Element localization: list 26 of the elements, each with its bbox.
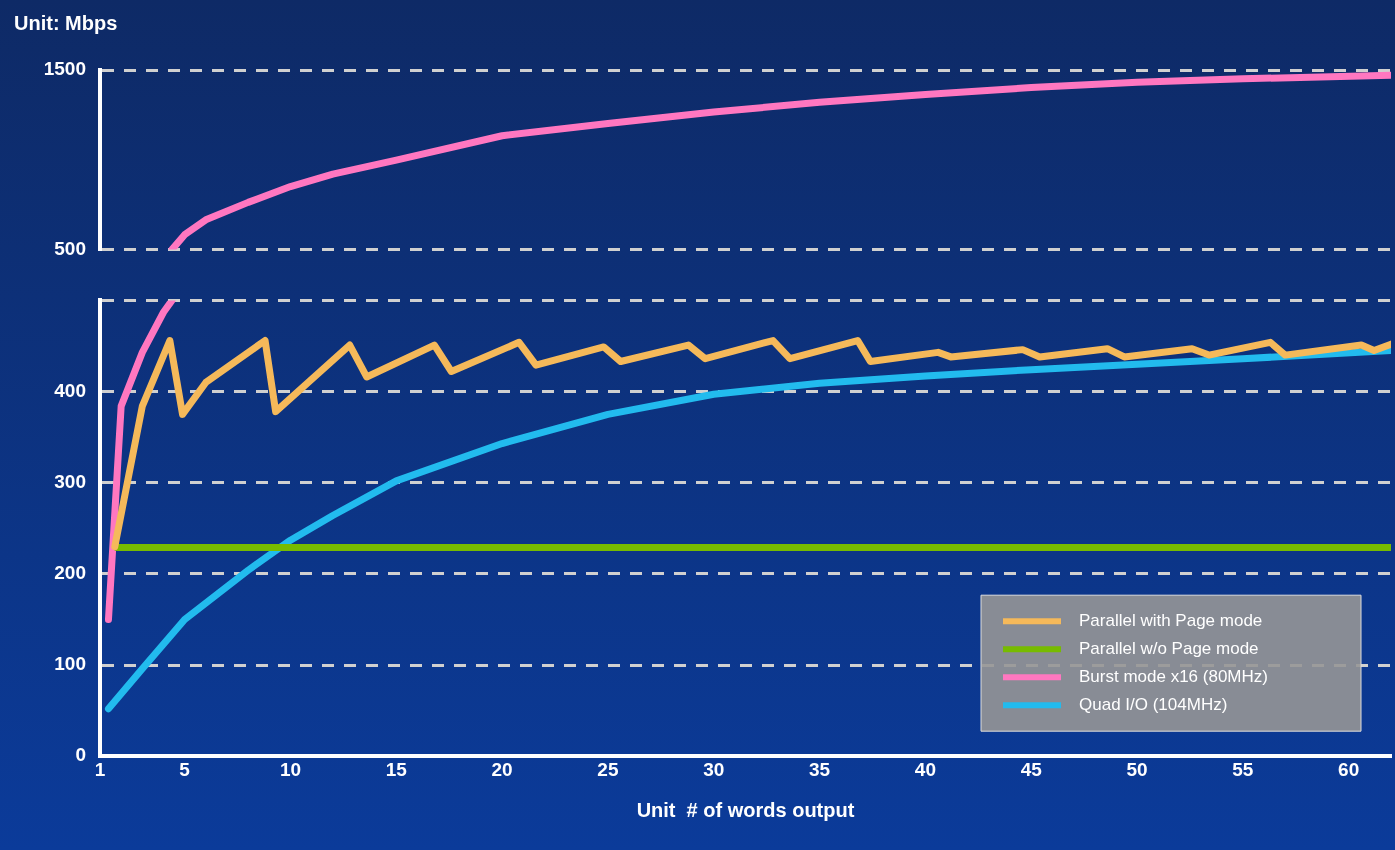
legend-label: Quad I/O (104MHz) [1079,694,1228,714]
y-tick-label: 300 [54,470,86,492]
y-axis-title: Unit: Mbps [14,11,118,34]
x-tick-label: 55 [1232,758,1254,780]
x-tick-label: 45 [1020,758,1043,780]
y-tick-label: 0 [75,744,86,766]
x-tick-label: 25 [597,758,619,780]
x-tick-label: 1 [94,758,106,780]
x-tick-label: 20 [491,758,513,780]
y-tick-label: 1500 [43,58,86,80]
legend-label: Parallel with Page mode [1079,610,1263,630]
legend-label: Parallel w/o Page mode [1079,638,1259,658]
y-tick-label: 400 [54,379,86,401]
x-axis-title: Unit # of words output [636,798,855,821]
x-tick-label: 30 [703,758,725,780]
x-tick-label: 15 [385,758,408,780]
y-tick-label: 200 [54,562,86,584]
legend-label: Burst mode x16 (80MHz) [1079,666,1268,686]
x-tick-label: 10 [279,758,302,780]
x-tick-label: 50 [1126,758,1148,780]
x-tick-label: 5 [179,758,191,780]
x-tick-label: 35 [809,758,831,780]
x-tick-label: 60 [1338,758,1360,780]
y-tick-label: 500 [54,237,86,259]
y-tick-label: 100 [54,653,86,675]
x-tick-label: 40 [914,758,936,780]
